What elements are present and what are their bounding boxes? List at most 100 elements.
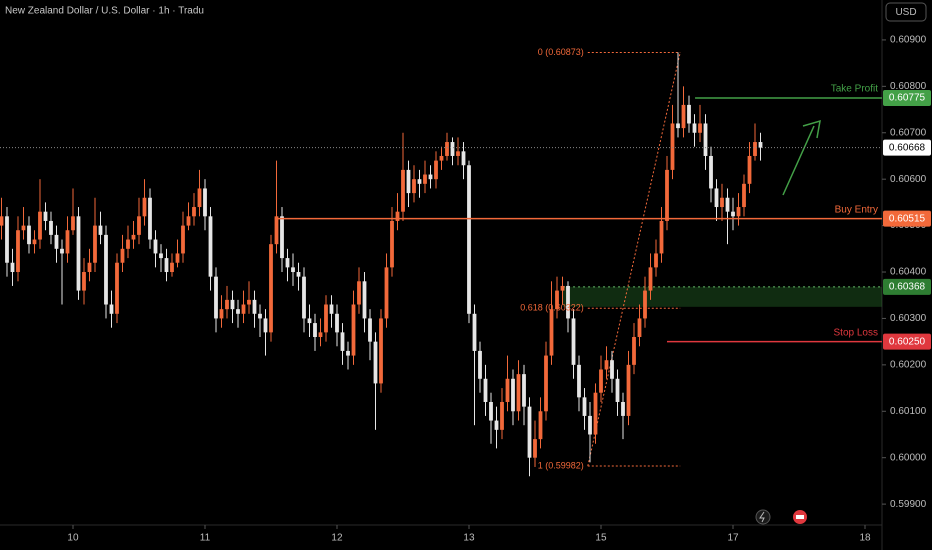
candle-body bbox=[621, 401, 625, 416]
candle-body bbox=[43, 211, 48, 221]
candle-body bbox=[368, 318, 372, 342]
candle-body bbox=[560, 285, 565, 291]
y-tick-label: 0.60900 bbox=[890, 35, 927, 46]
x-tick-label: 18 bbox=[859, 533, 871, 544]
candle-body bbox=[687, 104, 691, 124]
candle-body bbox=[65, 230, 70, 254]
candle-body bbox=[93, 225, 97, 263]
level-name: Stop Loss bbox=[834, 327, 878, 338]
candle-body bbox=[137, 216, 141, 235]
level-price-box bbox=[883, 210, 931, 227]
y-tick-label: 0.60800 bbox=[890, 81, 927, 92]
y-tick-label: 0.60300 bbox=[890, 313, 927, 324]
y-tick-label: 0.60000 bbox=[890, 452, 927, 463]
candle-body bbox=[142, 197, 147, 217]
flag-glyph bbox=[796, 515, 804, 519]
level-price-label: 0.60515 bbox=[889, 213, 926, 224]
candle-body bbox=[181, 225, 185, 254]
candle-body bbox=[131, 234, 136, 240]
zone-price-box bbox=[883, 278, 931, 295]
candle-body bbox=[494, 420, 499, 430]
candle-body bbox=[753, 142, 757, 156]
candle-body bbox=[324, 304, 328, 333]
candle-body bbox=[258, 313, 262, 319]
candle-body bbox=[544, 355, 548, 412]
candle-body bbox=[203, 188, 207, 217]
fib-label: 1 (0.59982) bbox=[538, 460, 584, 470]
candle-body bbox=[241, 304, 246, 314]
demand-zone bbox=[563, 286, 882, 307]
candle-body bbox=[197, 188, 202, 208]
candle-body bbox=[340, 332, 345, 351]
x-tick-label: 15 bbox=[595, 533, 607, 544]
plot bbox=[0, 51, 882, 477]
flash-icon[interactable] bbox=[755, 509, 771, 525]
candle-body bbox=[522, 374, 526, 407]
y-tick-label: 0.60600 bbox=[890, 174, 927, 185]
candle-body bbox=[291, 267, 295, 273]
currency-box[interactable] bbox=[885, 2, 927, 22]
candle-body bbox=[318, 332, 323, 338]
candle-body bbox=[703, 123, 708, 156]
candle-body bbox=[588, 415, 592, 435]
candle-body bbox=[571, 318, 576, 365]
candle-body bbox=[412, 179, 416, 194]
candle-body bbox=[280, 216, 284, 259]
candle-body bbox=[709, 155, 713, 189]
candle-body bbox=[626, 364, 631, 416]
candle-body bbox=[692, 123, 697, 133]
candle-body bbox=[538, 411, 543, 440]
candle-body bbox=[648, 267, 653, 291]
candle-body bbox=[665, 169, 669, 221]
candle-body bbox=[307, 318, 312, 324]
candle-body bbox=[54, 234, 59, 249]
candle-body bbox=[610, 360, 614, 379]
candle-body bbox=[126, 239, 130, 249]
candle-body bbox=[104, 234, 108, 305]
candle-body bbox=[71, 216, 75, 231]
y-tick-label: 0.60200 bbox=[890, 359, 927, 370]
arrow-head bbox=[802, 119, 821, 139]
candle-body bbox=[720, 197, 724, 208]
candle-body bbox=[681, 104, 686, 129]
candle-body bbox=[38, 211, 42, 240]
candle-body bbox=[604, 360, 609, 370]
candle-body bbox=[390, 220, 394, 268]
level-price-label: 0.60250 bbox=[889, 336, 926, 347]
candle-body bbox=[32, 239, 37, 245]
candle-body bbox=[445, 142, 449, 156]
candle-body bbox=[406, 169, 411, 194]
candle-body bbox=[758, 142, 763, 148]
candle-body bbox=[60, 248, 64, 254]
candle-body bbox=[192, 207, 196, 217]
candle-body bbox=[511, 378, 515, 412]
candle-body bbox=[351, 304, 356, 356]
candle-body bbox=[555, 290, 559, 310]
x-tick-label: 10 bbox=[67, 533, 79, 544]
candle-body bbox=[456, 151, 460, 156]
candle-body bbox=[582, 397, 587, 416]
candle-body bbox=[417, 179, 422, 184]
level-name: Take Profit bbox=[831, 84, 878, 95]
candle-body bbox=[439, 155, 444, 161]
candle-body bbox=[747, 155, 752, 184]
candle-body bbox=[87, 262, 92, 273]
candle-body bbox=[5, 216, 9, 263]
candle-body bbox=[16, 230, 20, 273]
candle-body bbox=[247, 299, 251, 305]
candle-body bbox=[483, 378, 488, 402]
candle-body bbox=[577, 364, 581, 398]
candle-body bbox=[676, 123, 680, 129]
candle-body bbox=[252, 299, 257, 314]
candle-body bbox=[230, 299, 235, 310]
candle-body bbox=[489, 401, 493, 421]
candle-body bbox=[335, 313, 339, 333]
candle-body bbox=[731, 211, 735, 217]
candle-body bbox=[296, 272, 301, 277]
candle-body bbox=[0, 216, 4, 226]
chart-title: New Zealand Dollar / U.S. Dollar · 1h · … bbox=[5, 6, 204, 17]
candle-body bbox=[373, 341, 378, 384]
candle-body bbox=[549, 309, 554, 356]
